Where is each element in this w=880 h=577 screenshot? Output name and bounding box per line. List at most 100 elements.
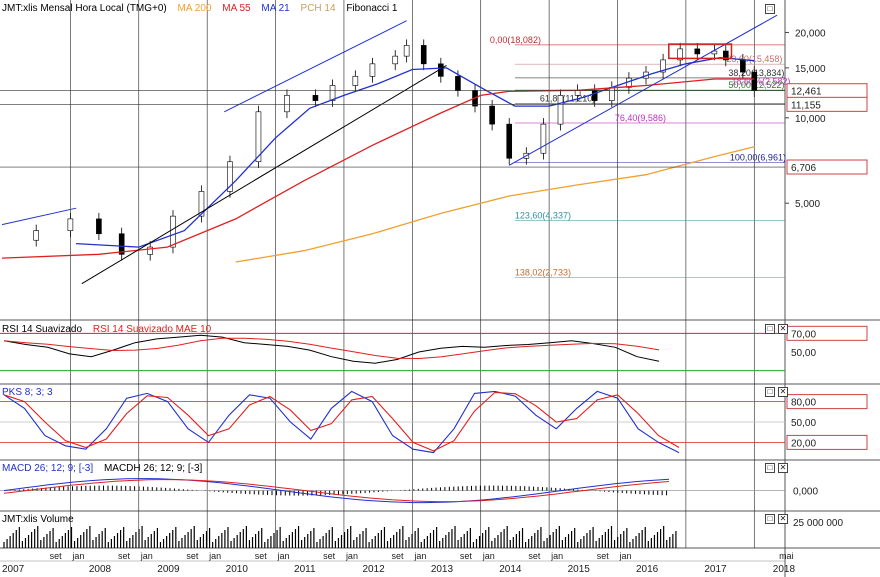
main-legend-4[interactable]: PCH 14 — [300, 3, 336, 14]
x-year-label: 2010 — [226, 564, 249, 575]
x-month-label: jan — [277, 551, 290, 561]
pks-tick-label: 20,00 — [791, 438, 816, 449]
rsi-legend-0[interactable]: RSI 14 Suavizado — [2, 324, 83, 335]
price-candle — [574, 90, 581, 96]
price-candle — [227, 161, 233, 192]
price-candle — [369, 63, 376, 77]
trendline — [224, 20, 407, 113]
main-legend-0[interactable]: JMT:xlis Mensal Hora Local (TMG+0) — [2, 3, 167, 14]
rsi-close-button[interactable]: ✕ — [778, 324, 788, 334]
x-year-label: 2012 — [362, 564, 385, 575]
price-candle — [118, 233, 125, 255]
x-month-label: jan — [482, 551, 495, 561]
x-month-label: set — [323, 551, 336, 561]
volume-tick-label: 25 000 000 — [793, 518, 843, 529]
x-month-label: set — [50, 551, 63, 561]
price-candle — [694, 48, 701, 55]
price-candle — [677, 48, 683, 61]
macd-legend: MACD 26; 12; 9; [-3] MACDH 26; 12; 9; [-… — [2, 463, 210, 474]
macd-legend-0[interactable]: MACD 26; 12; 9; [-3] — [2, 463, 94, 474]
main-legend-5[interactable]: Fibonacci 1 — [346, 3, 398, 14]
x-year-label: 2014 — [499, 564, 522, 575]
main-legend-3[interactable]: MA 21 — [261, 3, 290, 14]
x-year-label: 2011 — [294, 564, 316, 575]
trendline — [508, 14, 778, 166]
price-candle — [312, 95, 319, 101]
pks-legend: PKS 8; 3; 3 — [2, 387, 61, 398]
rsi-legend: RSI 14 Suavizado RSI 14 Suavizado MAE 10 — [2, 324, 219, 335]
price-candle — [660, 59, 666, 73]
main-legend-1[interactable]: MA 200 — [177, 3, 212, 14]
trendline — [1, 207, 77, 226]
rsi-legend-1[interactable]: RSI 14 Suavizado MAE 10 — [92, 324, 212, 335]
fib-level-label: 100,00(6,961) — [730, 152, 786, 162]
price-candle — [33, 230, 39, 241]
price-candle — [96, 218, 102, 235]
main-y-tick-label: 15,000 — [795, 64, 826, 75]
main-y-tick-label: 5,000 — [795, 199, 820, 210]
x-month-label: jan — [550, 551, 563, 561]
x-month-label: jan — [413, 551, 426, 561]
macd-close-button[interactable]: ✕ — [778, 463, 788, 473]
x-month-label: jan — [71, 551, 84, 561]
macd-signal-line — [3, 479, 670, 503]
fib-level-label: 0,00(18,082) — [490, 35, 541, 45]
price-candle — [67, 218, 74, 231]
pks-maximize-button[interactable]: □ — [765, 387, 775, 397]
pks-legend-0[interactable]: PKS 8; 3; 3 — [2, 387, 53, 398]
price-tag-box — [786, 96, 868, 112]
x-year-label: 2016 — [636, 564, 659, 575]
main-maximize-button[interactable]: □ — [765, 4, 775, 14]
price-tag-label: 6,706 — [791, 163, 816, 174]
fib-overlap-label: 18,60%(2,582) — [731, 77, 790, 87]
price-candle — [557, 95, 564, 125]
fib-level-label: 61,80(11,210) — [540, 94, 595, 104]
price-candle — [329, 85, 336, 101]
series-line-ma-21 — [76, 56, 755, 248]
pks-tick-box — [787, 415, 867, 429]
fib-level-label: 23,60(15,458) — [726, 54, 782, 64]
x-month-label: mai — [779, 551, 794, 561]
series-line-ma-55 — [1, 78, 755, 259]
fib-level-label: 76,40(9,586) — [615, 113, 666, 123]
fib-level-label: 123,60(4,337) — [515, 211, 571, 221]
price-candle — [170, 215, 176, 248]
trendline — [81, 65, 447, 285]
main-legend-2[interactable]: MA 55 — [222, 3, 251, 14]
price-candle — [722, 50, 729, 61]
macd-maximize-button[interactable]: □ — [765, 463, 775, 473]
x-year-label: 2008 — [89, 564, 112, 575]
pks-tick-box — [786, 434, 868, 450]
rsi-maximize-button[interactable]: □ — [765, 324, 775, 334]
price-candle — [284, 95, 290, 113]
pks-close-button[interactable]: ✕ — [778, 387, 788, 397]
price-tag-label: 12,461 — [791, 87, 822, 98]
x-month-label: set — [460, 551, 473, 561]
x-year-label: 2009 — [157, 564, 180, 575]
price-candle — [609, 87, 615, 101]
main-y-tick-label: 20,000 — [795, 28, 826, 39]
price-tag-label: 11,155 — [791, 100, 821, 111]
volume-maximize-button[interactable]: □ — [765, 514, 775, 524]
macd-legend-1[interactable]: MACDH 26; 12; 9; [-3] — [103, 463, 203, 474]
price-candle — [352, 76, 359, 86]
price-candle — [751, 71, 758, 92]
price-candle — [198, 191, 205, 217]
price-candle — [455, 76, 461, 91]
x-month-label: set — [255, 551, 268, 561]
pks-tick-box — [786, 394, 868, 410]
highlight-box — [668, 43, 733, 60]
price-candle — [711, 50, 718, 55]
main-y-tick-label: 10,000 — [795, 114, 826, 125]
series-line-ma-200 — [235, 146, 755, 263]
volume-legend-0[interactable]: JMT:xlis Volume — [2, 514, 74, 525]
price-candle — [740, 59, 746, 73]
x-month-label: set — [186, 551, 199, 561]
pks-tick-label: 80,00 — [791, 398, 816, 409]
x-year-label: 2017 — [704, 564, 727, 575]
x-month-label: jan — [140, 551, 153, 561]
x-month-label: jan — [618, 551, 631, 561]
rsi-tick-box — [787, 345, 867, 359]
volume-close-button[interactable]: ✕ — [778, 514, 788, 524]
